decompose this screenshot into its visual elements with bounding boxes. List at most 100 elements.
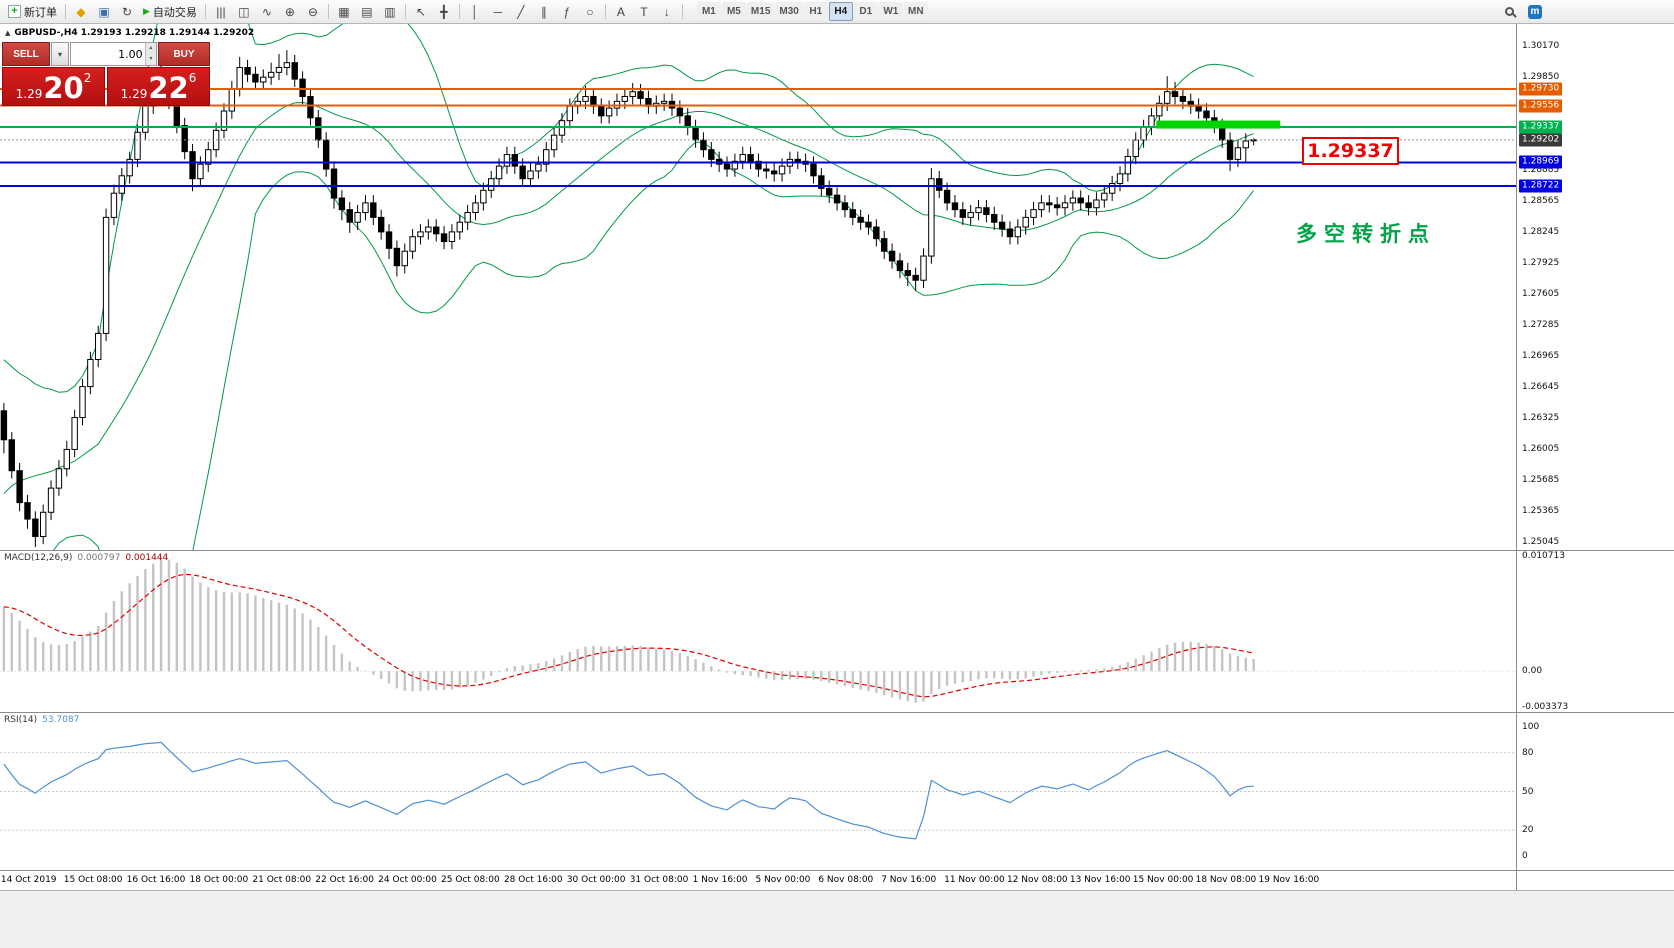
- mql-market-icon[interactable]: ◆: [70, 2, 92, 22]
- hline-glyph-icon: ─: [493, 4, 503, 19]
- candlestick-mode-icon[interactable]: ◫: [233, 2, 255, 22]
- trade-panel-toggle[interactable]: ▲: [5, 29, 11, 37]
- price-callout-label[interactable]: 1.29337: [1302, 137, 1399, 165]
- time-label: 22 Oct 16:00: [315, 875, 374, 885]
- ellipse-tool-icon[interactable]: ○: [579, 2, 601, 22]
- timeframe-button-M1[interactable]: M1: [696, 2, 721, 21]
- sell-button[interactable]: SELL: [2, 42, 50, 66]
- time-label: 24 Oct 00:00: [378, 875, 437, 885]
- toolbar-separator: [458, 4, 460, 19]
- timeframe-button-M30[interactable]: M30: [775, 2, 803, 21]
- axis-tick-label: 1.25685: [1522, 474, 1560, 485]
- cascade-windows-icon[interactable]: ▥: [379, 2, 401, 22]
- chart-symbol-line: ▲ GBPUSD-,H4 1.29193 1.29218 1.29144 1.2…: [5, 28, 254, 38]
- price-axis[interactable]: 1.30170 1.29850 1.28885 1.28565 1.28245 1.279…: [1516, 24, 1674, 890]
- cascade-glyph-icon: ▥: [384, 4, 396, 19]
- magnifier-glyph-icon: [1504, 7, 1514, 16]
- axis-tick-label: 1.27605: [1522, 289, 1560, 300]
- fibonacci-tool-icon[interactable]: ƒ: [556, 2, 578, 22]
- timeframe-toolbar: M1 M5 M15 M30 H1 H4 D1 W1 MN: [696, 2, 928, 21]
- volume-input[interactable]: [71, 43, 145, 65]
- timeframe-button-W1[interactable]: W1: [878, 2, 903, 21]
- tile-windows-icon[interactable]: ▤: [356, 2, 378, 22]
- time-label: 14 Oct 2019: [0, 875, 57, 885]
- axis-tick-label: 1.26645: [1522, 382, 1560, 393]
- time-label: 25 Oct 08:00: [441, 875, 500, 885]
- axis-tick-label: 1.25365: [1522, 505, 1560, 516]
- macd-header: MACD(12,26,9) 0.000797 0.001444: [4, 553, 168, 563]
- panel-divider[interactable]: [0, 712, 1516, 713]
- axis-tick-label: 1.28245: [1522, 227, 1560, 238]
- buy-price-button[interactable]: 1.29 22 6: [107, 67, 210, 106]
- timeframe-button-M15[interactable]: M15: [746, 2, 775, 21]
- zoom-out-icon[interactable]: ⊖: [302, 2, 324, 22]
- axis-divider: [1517, 712, 1674, 713]
- axis-divider: [1517, 550, 1674, 551]
- buy-price-pips: 22: [148, 71, 189, 105]
- timeframe-button-H1[interactable]: H1: [803, 2, 828, 21]
- bar-chart-mode-icon[interactable]: |||: [210, 2, 232, 22]
- line-chart-mode-icon[interactable]: ∿: [256, 2, 278, 22]
- timeframe-button-MN[interactable]: MN: [903, 2, 928, 21]
- auto-trading-button[interactable]: ▶ 自动交易: [139, 2, 201, 22]
- macd-canvas[interactable]: [0, 551, 1516, 712]
- toolbar-separator: [681, 4, 683, 19]
- new-chart-icon[interactable]: ▦: [333, 2, 355, 22]
- zoom-in-icon[interactable]: ⊕: [279, 2, 301, 22]
- macd-panel[interactable]: MACD(12,26,9) 0.000797 0.001444: [0, 551, 1516, 712]
- main-chart-canvas[interactable]: [0, 24, 1516, 550]
- zoom-out-glyph-icon: ⊖: [307, 4, 318, 19]
- channel-glyph-icon: ∥: [540, 4, 547, 19]
- one-click-trading-panel: SELL ▾ ▴ ▾ BUY 1.29 20 2 1.2: [2, 42, 210, 106]
- profile-icon[interactable]: ▣: [93, 2, 115, 22]
- arrows-tool-icon[interactable]: ↓: [656, 2, 678, 22]
- community-icon[interactable]: m: [1524, 2, 1546, 22]
- axis-divider: [1517, 870, 1674, 871]
- channel-tool-icon[interactable]: ∥: [533, 2, 555, 22]
- time-label: 1 Nov 16:00: [692, 875, 748, 885]
- time-label: 18 Nov 08:00: [1195, 875, 1257, 885]
- axis-tick-label: 0: [1522, 851, 1528, 861]
- macd-title: MACD(12,26,9): [4, 553, 73, 563]
- panel-divider[interactable]: [0, 870, 1516, 871]
- volume-spinner: ▴ ▾: [144, 43, 156, 65]
- sell-price-pips: 20: [43, 71, 84, 105]
- vertical-line-tool-icon[interactable]: │: [464, 2, 486, 22]
- price-tag: 1.29730: [1519, 82, 1563, 96]
- profile-glyph-icon: ▣: [98, 4, 110, 19]
- timeframe-button-M5[interactable]: M5: [721, 2, 746, 21]
- text-tool-icon[interactable]: A: [610, 2, 632, 22]
- label-tool-icon[interactable]: T: [633, 2, 655, 22]
- volume-decrease-button[interactable]: ▾: [149, 55, 153, 62]
- rsi-value: 53.7087: [42, 715, 80, 725]
- main-chart-panel[interactable]: ▲ GBPUSD-,H4 1.29193 1.29218 1.29144 1.2…: [0, 24, 1516, 550]
- rsi-canvas[interactable]: [0, 713, 1516, 870]
- buy-price-point: 6: [188, 71, 197, 85]
- order-type-dropdown[interactable]: ▾: [51, 42, 69, 66]
- panel-divider[interactable]: [0, 550, 1516, 551]
- time-label: 11 Nov 00:00: [944, 875, 1005, 885]
- horizontal-line-tool-icon[interactable]: ─: [487, 2, 509, 22]
- crosshair-tool-icon[interactable]: ╋: [433, 2, 455, 22]
- time-label: 5 Nov 00:00: [755, 875, 811, 885]
- search-icon[interactable]: [1498, 2, 1520, 22]
- axis-tick-label: 1.25045: [1522, 536, 1560, 547]
- volume-increase-button[interactable]: ▴: [149, 44, 153, 51]
- trendline-glyph-icon: ╱: [517, 4, 525, 19]
- refresh-icon[interactable]: ↻: [116, 2, 138, 22]
- timeframe-button-D1[interactable]: D1: [853, 2, 878, 21]
- trendline-tool-icon[interactable]: ╱: [510, 2, 532, 22]
- sell-price-button[interactable]: 1.29 20 2: [2, 67, 105, 106]
- time-axis[interactable]: 14 Oct 2019 15 Oct 08:00 16 Oct 16:00 18 Oc…: [0, 871, 1516, 890]
- sell-price-point: 2: [83, 71, 92, 85]
- timeframe-button-H4[interactable]: H4: [828, 2, 853, 21]
- cursor-tool-icon[interactable]: ↖: [410, 2, 432, 22]
- time-label: 7 Nov 16:00: [881, 875, 937, 885]
- auto-trading-label: 自动交易: [152, 6, 197, 19]
- turning-point-annotation[interactable]: 多空转折点: [1296, 222, 1436, 246]
- rsi-panel[interactable]: RSI(14) 53.7087: [0, 713, 1516, 870]
- buy-button[interactable]: BUY: [158, 42, 210, 66]
- new-order-button[interactable]: + 新订单: [4, 2, 61, 22]
- grid-glyph-icon: ▦: [338, 4, 350, 19]
